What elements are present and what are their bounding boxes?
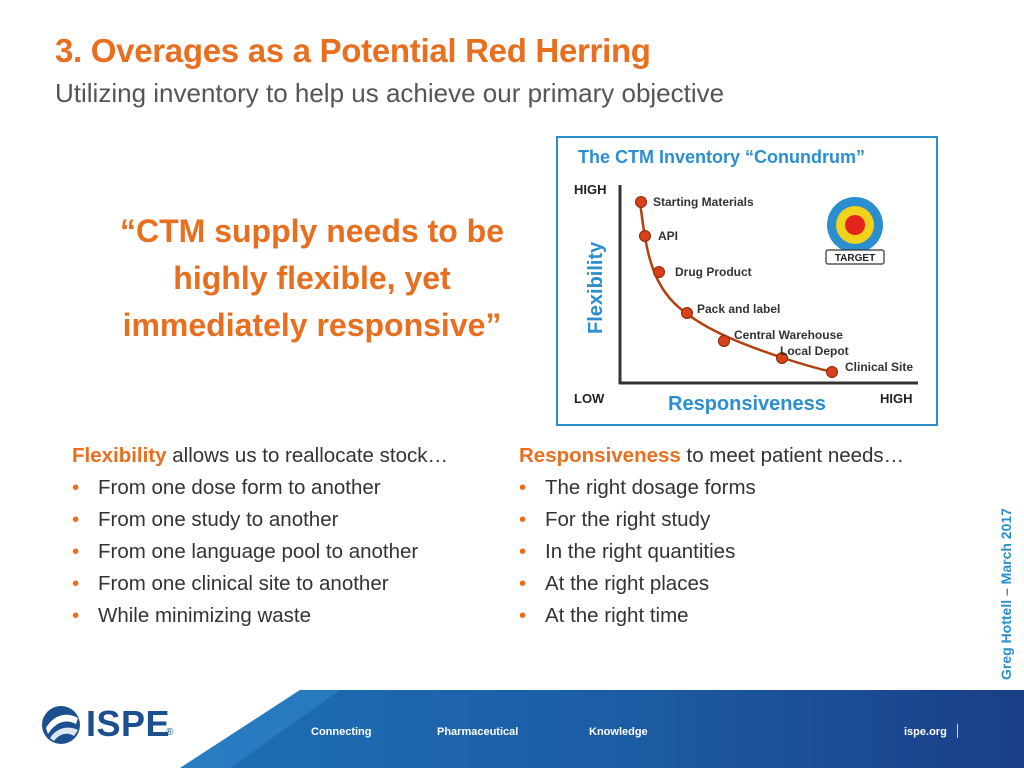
bullet-icon: • — [72, 476, 80, 499]
quote-line: highly flexible, yet — [173, 260, 451, 296]
responsiveness-column: Responsiveness to meet patient needs… • T… — [519, 440, 959, 632]
list-item-text: At the right time — [545, 604, 689, 627]
footer-link-pharmaceutical[interactable]: Pharmaceutical — [437, 726, 519, 738]
bullet-icon: • — [519, 540, 527, 563]
bullet-icon: • — [72, 540, 80, 563]
ispe-logo-text: ISPE — [86, 703, 171, 744]
tradeoff-curve — [638, 201, 834, 374]
footer-bar — [0, 690, 1024, 768]
lead-keyword: Flexibility — [72, 444, 167, 467]
marker-api — [639, 230, 651, 242]
list-item: • The right dosage forms — [519, 472, 959, 504]
footer-site-link[interactable]: ispe.org — [904, 726, 947, 738]
conundrum-figure: The CTM Inventory “Conundrum” HIGH LOW H… — [556, 136, 938, 426]
bullet-icon: • — [519, 476, 527, 499]
marker-local-depot — [776, 352, 788, 364]
bullet-icon: • — [519, 508, 527, 531]
quote-line: “CTM supply needs to be — [119, 213, 505, 249]
list-item: • In the right quantities — [519, 536, 959, 568]
list-item-text: While minimizing waste — [98, 604, 312, 627]
y-axis-label: Flexibility — [585, 241, 607, 334]
footer-link-connecting[interactable]: Connecting — [311, 726, 372, 738]
point-label: Local Depot — [780, 344, 849, 358]
bullet-icon: • — [519, 604, 527, 627]
marker-central-warehouse — [718, 335, 730, 347]
quote-line: immediately responsive” — [122, 307, 502, 343]
point-label: Central Warehouse — [734, 328, 843, 342]
marker-starting-materials — [635, 196, 647, 208]
page-title: 3. Overages as a Potential Red Herring — [55, 32, 651, 69]
x-low-label: LOW — [574, 391, 605, 406]
marker-drug-product — [653, 266, 665, 278]
list-item-text: From one dose form to another — [98, 476, 381, 499]
side-credit: Greg Hottell – March 2017 — [998, 508, 1014, 680]
list-item: • While minimizing waste — [72, 600, 512, 632]
bullet-icon: • — [72, 508, 80, 531]
footer-background — [180, 690, 1024, 768]
y-high-label: HIGH — [574, 182, 607, 197]
bullet-icon: • — [72, 604, 80, 627]
list-item: • From one study to another — [72, 504, 512, 536]
footer-divider — [957, 724, 958, 738]
list-item: • For the right study — [519, 504, 959, 536]
list-item-text: The right dosage forms — [545, 476, 756, 499]
bullet-list: • From one dose form to another • From one… — [72, 472, 512, 632]
list-item-text: From one language pool to another — [98, 540, 419, 563]
list-item-text: From one clinical site to another — [98, 572, 389, 595]
bullet-icon: • — [519, 572, 527, 595]
x-high-label: HIGH — [880, 391, 913, 406]
column-lead: Responsiveness to meet patient needs… — [519, 440, 959, 472]
conundrum-diagram: The CTM Inventory “Conundrum” HIGH LOW H… — [574, 147, 918, 415]
footer-link-knowledge[interactable]: Knowledge — [589, 726, 648, 738]
point-label: API — [658, 229, 678, 243]
target-icon: TARGET — [825, 197, 885, 265]
target-label: TARGET — [835, 253, 875, 264]
list-item: • At the right places — [519, 568, 959, 600]
marker-pack-and-label — [681, 307, 693, 319]
list-item-text: From one study to another — [98, 508, 339, 531]
list-item-text: At the right places — [545, 572, 710, 595]
ispe-logo-icon — [42, 706, 80, 744]
marker-clinical-site — [826, 366, 838, 378]
page-subtitle: Utilizing inventory to help us achieve o… — [55, 78, 725, 108]
bullet-list: • The right dosage forms • For the right s… — [519, 472, 959, 632]
point-label: Drug Product — [675, 265, 752, 279]
figure-title: The CTM Inventory “Conundrum” — [578, 147, 865, 167]
ispe-logo-mark: ® — [166, 727, 174, 738]
flexibility-column: Flexibility allows us to reallocate stoc… — [72, 440, 512, 632]
point-label: Pack and label — [697, 302, 780, 316]
list-item: • From one language pool to another — [72, 536, 512, 568]
lead-keyword: Responsiveness — [519, 444, 681, 467]
list-item: • At the right time — [519, 600, 959, 632]
x-axis-label: Responsiveness — [668, 393, 826, 415]
quote-block: “CTM supply needs to be highly flexible,… — [92, 208, 532, 349]
point-label: Starting Materials — [653, 195, 754, 209]
lead-text: to meet patient needs… — [680, 444, 905, 467]
lead-text: allows us to reallocate stock… — [166, 444, 448, 467]
list-item-text: For the right study — [545, 508, 711, 531]
point-label: Clinical Site — [845, 360, 913, 374]
list-item: • From one clinical site to another — [72, 568, 512, 600]
bullet-icon: • — [72, 572, 80, 595]
list-item: • From one dose form to another — [72, 472, 512, 504]
column-lead: Flexibility allows us to reallocate stoc… — [72, 440, 512, 472]
list-item-text: In the right quantities — [545, 540, 736, 563]
